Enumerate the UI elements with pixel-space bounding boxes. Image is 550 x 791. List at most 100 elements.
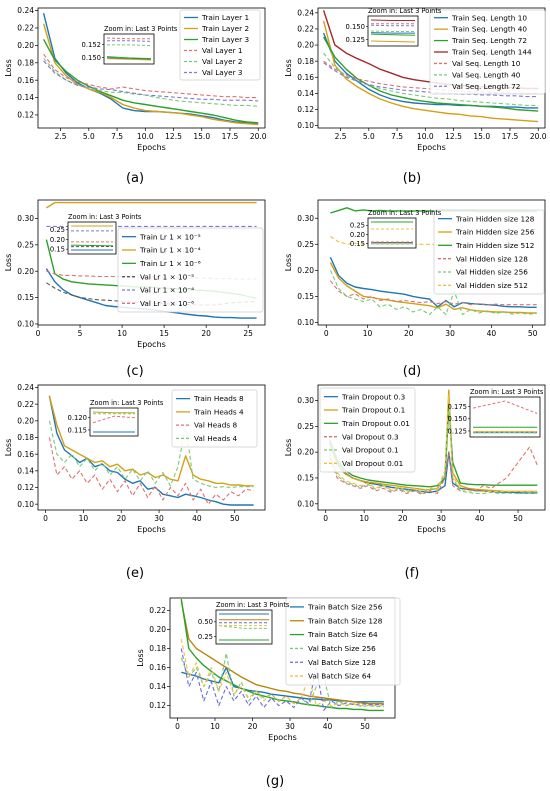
y-tick-label: 0.12: [17, 483, 34, 492]
series-line-1: [46, 201, 257, 209]
x-tick-label: 20: [201, 329, 211, 338]
inset-series-line: [106, 58, 152, 61]
series-line-2: [322, 36, 539, 112]
series-line-0: [48, 395, 254, 506]
x-axis-label: Epochs: [268, 733, 297, 742]
inset-tick-label: 0.25: [198, 633, 213, 641]
inset-series-line: [370, 24, 415, 27]
inset-series-line: [106, 37, 151, 40]
inset-tick-label: 0.25: [350, 222, 365, 230]
legend-label: Train Dropout 0.1: [341, 406, 405, 415]
y-tick-label: 0.15: [297, 292, 314, 301]
x-tick-label: 15: [159, 329, 169, 338]
legend-label: Val Hidden size 512: [456, 281, 528, 290]
series-line-3: [48, 420, 254, 489]
x-tick-label: 50: [360, 722, 370, 731]
series-line-3: [328, 446, 538, 496]
inset-series-line: [106, 56, 152, 60]
legend-label: Train Hidden size 128: [455, 214, 535, 223]
x-tick-label: 30: [436, 514, 446, 523]
legend-label: Val Dropout 0.3: [342, 432, 399, 441]
series-line-2: [328, 405, 538, 488]
chart-panel-d: 0 10 20 30 40 500.100.150.200.250.30LossTrain…: [284, 199, 546, 338]
inset-series-line: [107, 44, 152, 47]
inset-series-line: [370, 19, 415, 21]
series-line-2: [48, 437, 254, 505]
y-tick-label: 0.20: [297, 41, 314, 50]
x-tick-label: 30: [285, 722, 295, 731]
series-group: [328, 389, 538, 496]
inset-title: Zoom in: Last 3 Points: [104, 25, 178, 33]
y-axis-label: Loss: [284, 254, 293, 272]
x-tick-label: 20.0: [250, 132, 267, 141]
y-tick-label: 0.24: [297, 8, 314, 17]
y-tick-label: 0.14: [17, 93, 34, 102]
series-group: [48, 395, 254, 506]
x-tick-label: 20: [116, 514, 126, 523]
inset-frame: [469, 396, 541, 438]
inset-title: Zoom in: Last 3 Points: [90, 399, 164, 407]
y-tick-label: 0.10: [297, 318, 314, 327]
y-tick-label: 0.16: [17, 76, 34, 85]
axes-frame: [37, 7, 266, 129]
y-tick-label: 0.22: [297, 25, 314, 34]
x-tick-label: 40: [475, 514, 485, 523]
axes-frame: [317, 384, 546, 511]
chart-panel-g: 0 10 20 30 40 50 0.12 0.14 0.16 0.18 0.20 0.22 Epoch…: [136, 597, 401, 742]
y-tick-label: 0.16: [17, 450, 34, 459]
legend-label: Val Layer 3: [202, 68, 243, 77]
inset-tick-label: 0.120: [68, 414, 87, 422]
series-line-1: [322, 20, 539, 123]
inset-frame: [67, 221, 117, 255]
x-tick-label: 25: [243, 329, 253, 338]
legend-label: Train Dropout 0.01: [341, 419, 410, 428]
y-axis-label: Loss: [284, 59, 293, 77]
x-axis-label: Epochs: [417, 143, 446, 152]
y-tick-label: 0.12: [17, 111, 34, 120]
inset-tick-label: 0.20: [50, 236, 65, 244]
y-tick-label: 0.20: [297, 448, 314, 457]
x-tick-label: 40: [323, 722, 333, 731]
inset-series-line: [70, 244, 114, 247]
y-tick-label: 0.18: [149, 644, 166, 653]
series-line-4: [180, 648, 384, 711]
inset-series-line: [370, 30, 415, 32]
series-line-2: [42, 38, 259, 124]
x-tick-label: 15.0: [473, 132, 490, 141]
inset-title: Zoom in: Last 3 Points: [470, 388, 544, 396]
series-line-4: [328, 399, 538, 495]
legend-label: Train Layer 3: [201, 35, 249, 44]
y-tick-label: 0.16: [149, 663, 166, 672]
legend-label: Val Layer 2: [202, 57, 243, 66]
legend-box: [179, 9, 261, 81]
inset-tick-label: 0.115: [68, 426, 87, 434]
inset-series-line: [107, 40, 152, 42]
legend-label: Train Seq. Length 144: [451, 48, 532, 57]
x-tick-label: 17.5: [502, 132, 519, 141]
x-tick-label: 7.5: [111, 132, 123, 141]
legend-label: Val Lr 1 × 10⁻⁴: [140, 286, 194, 295]
legend-label: Train Hidden size 512: [455, 241, 534, 250]
legend-label: Val Lr 1 × 10⁻⁵: [140, 272, 194, 281]
legend-label: Train Layer 1: [201, 13, 249, 22]
chart-panel-b: 2.5 5.0 7.5 10.0 12.5 15.0 17.5 20.0 0.10 0.12 0.1…: [284, 7, 547, 152]
legend-label: Train Batch Size 64: [307, 630, 378, 639]
x-tick-label: 15.0: [193, 132, 210, 141]
inset-series-line: [218, 625, 269, 629]
x-tick-label: 20.0: [530, 132, 547, 141]
inset-series-line: [92, 415, 136, 424]
series-line-5: [330, 236, 537, 245]
y-tick-label: 0.15: [297, 474, 314, 483]
y-axis-label: Loss: [136, 649, 145, 667]
inset-series-line: [370, 33, 416, 36]
legend-label: Val Seq. Length 10: [452, 59, 521, 68]
legend-label: Train Seq. Length 10: [451, 13, 527, 22]
chart-panel-e: 0 10 20 30 40 50 0.10 0.12 0.14 0.16 0.18 0.20 0.22 0…: [4, 383, 266, 534]
y-axis-label: Loss: [284, 439, 293, 457]
series-line-2: [180, 598, 384, 712]
legend-label: Val Hidden size 128: [456, 254, 528, 263]
caption-f: (f): [405, 566, 420, 581]
y-axis-label: Loss: [4, 254, 13, 272]
inset-tick-label: 0.175: [448, 403, 467, 411]
